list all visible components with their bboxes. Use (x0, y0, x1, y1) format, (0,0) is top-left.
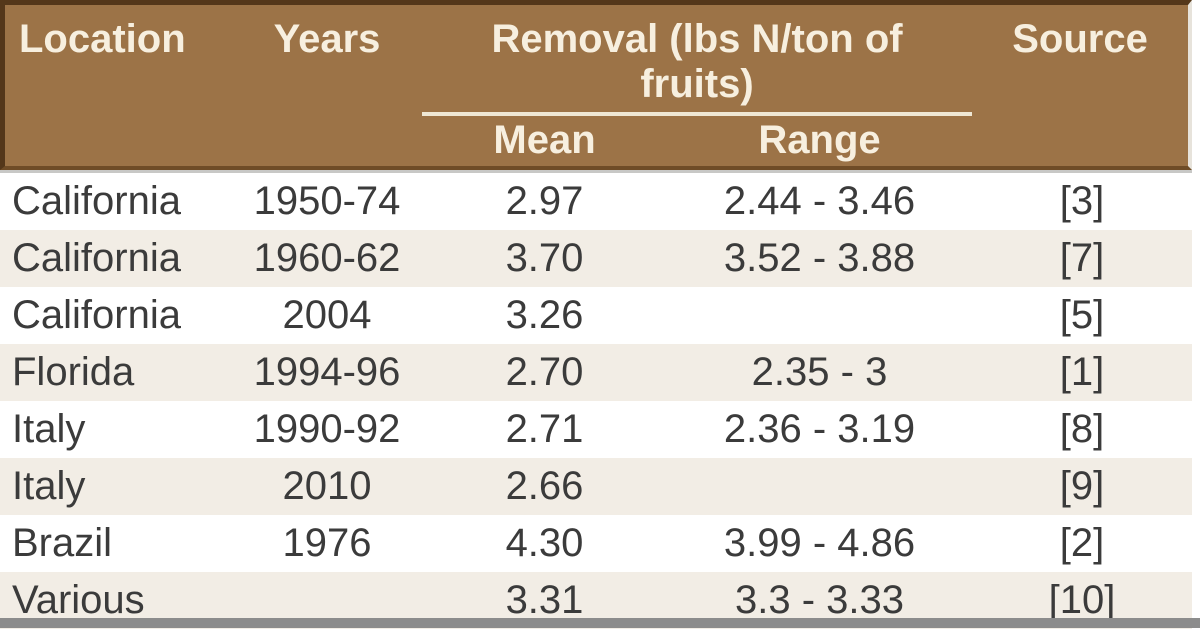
cell-mean: 2.71 (422, 401, 667, 458)
cell-years: 1960-62 (232, 230, 422, 287)
cell-years: 2004 (232, 287, 422, 344)
col-header-location: Location (0, 0, 232, 170)
cell-range (667, 458, 973, 515)
cell-mean: 2.66 (422, 458, 667, 515)
cell-range: 2.35 - 3 (667, 344, 973, 401)
cell-source: [5] (972, 287, 1193, 344)
cell-source: [3] (972, 170, 1193, 230)
table-header: Location Years Removal (lbs N/ton of fru… (0, 0, 1193, 170)
cell-years: 2010 (232, 458, 422, 515)
cell-range: 2.44 - 3.46 (667, 170, 973, 230)
cell-mean: 3.70 (422, 230, 667, 287)
cell-years: 1990-92 (232, 401, 422, 458)
cell-years: 1994-96 (232, 344, 422, 401)
col-header-range: Range (667, 116, 973, 170)
cell-mean: 2.70 (422, 344, 667, 401)
cell-source: [8] (972, 401, 1193, 458)
cell-location: Italy (0, 458, 232, 515)
table-row: Florida 1994-96 2.70 2.35 - 3 [1] (0, 344, 1193, 401)
cell-mean: 3.26 (422, 287, 667, 344)
cell-source: [7] (972, 230, 1193, 287)
col-header-years: Years (232, 0, 422, 170)
cell-location: California (0, 230, 232, 287)
table-row: Italy 1990-92 2.71 2.36 - 3.19 [8] (0, 401, 1193, 458)
table-row: California 1960-62 3.70 3.52 - 3.88 [7] (0, 230, 1193, 287)
table-row: California 2004 3.26 [5] (0, 287, 1193, 344)
col-header-removal-group: Removal (lbs N/ton of fruits) (422, 0, 973, 116)
cell-range: 2.36 - 3.19 (667, 401, 973, 458)
cell-location: California (0, 287, 232, 344)
col-header-mean: Mean (422, 116, 667, 170)
cell-years: 1950-74 (232, 170, 422, 230)
removal-group-label: Removal (lbs N/ton of fruits) (422, 17, 973, 116)
table-row: Italy 2010 2.66 [9] (0, 458, 1193, 515)
cell-range: 3.52 - 3.88 (667, 230, 973, 287)
cell-source: [9] (972, 458, 1193, 515)
cell-mean: 4.30 (422, 515, 667, 572)
table-row: Brazil 1976 4.30 3.99 - 4.86 [2] (0, 515, 1193, 572)
cell-range: 3.99 - 4.86 (667, 515, 973, 572)
cell-mean: 2.97 (422, 170, 667, 230)
col-header-source: Source (972, 0, 1193, 170)
cell-source: [1] (972, 344, 1193, 401)
cell-location: Florida (0, 344, 232, 401)
table-body: California 1950-74 2.97 2.44 - 3.46 [3] … (0, 170, 1193, 630)
cell-source: [2] (972, 515, 1193, 572)
cell-range (667, 287, 973, 344)
cell-location: Italy (0, 401, 232, 458)
bottom-border-bar (0, 618, 1200, 628)
cell-years: 1976 (232, 515, 422, 572)
table-row: California 1950-74 2.97 2.44 - 3.46 [3] (0, 170, 1193, 230)
cell-location: Brazil (0, 515, 232, 572)
cell-location: California (0, 170, 232, 230)
